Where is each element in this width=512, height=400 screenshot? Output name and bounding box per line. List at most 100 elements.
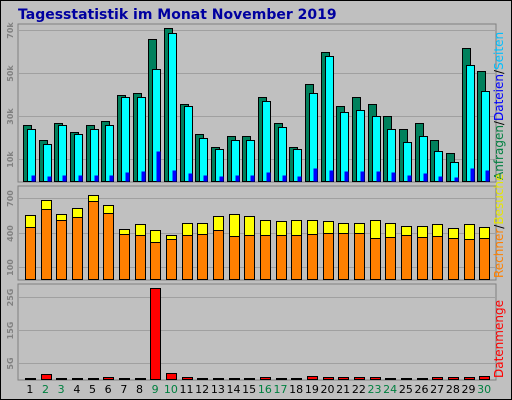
bar-seiten-day-29 — [470, 168, 475, 182]
bar-datenmenge-day-6 — [103, 377, 114, 380]
bar-rechner-day-18 — [291, 235, 302, 280]
bar-dateien-day-15 — [246, 140, 255, 182]
bar-rechner-day-21 — [338, 233, 349, 280]
bar-dateien-day-7 — [121, 97, 130, 182]
bar-rechner-day-6 — [103, 213, 114, 280]
x-tick-label: 8 — [136, 383, 143, 396]
bar-seiten-day-13 — [219, 176, 224, 182]
bar-datenmenge-day-9 — [150, 288, 161, 380]
x-tick-label: 18 — [289, 383, 303, 396]
panel-1-legend-label: Anfragen/Dateien/Seiten — [492, 32, 506, 180]
x-tick-label: 10 — [164, 383, 178, 396]
bar-datenmenge-day-19 — [307, 376, 318, 380]
bar-rechner-day-28 — [448, 238, 459, 280]
bar-datenmenge-day-12 — [197, 378, 208, 380]
x-tick-label: 12 — [195, 383, 209, 396]
legend-part: / — [492, 69, 506, 74]
bar-rechner-day-26 — [417, 237, 428, 280]
series-seiten — [31, 151, 490, 182]
bar-datenmenge-day-22 — [354, 377, 365, 380]
y-tick-label: 400 — [6, 225, 15, 242]
bar-dateien-day-12 — [199, 138, 208, 182]
legend-part: Besuche — [492, 174, 506, 225]
bar-seiten-day-17 — [282, 175, 287, 182]
x-tick-label: 11 — [180, 383, 194, 396]
bar-datenmenge-day-15 — [244, 378, 255, 380]
series-datenmenge — [25, 288, 490, 380]
bar-rechner-day-4 — [72, 217, 83, 280]
x-tick-label: 7 — [120, 383, 127, 396]
x-tick-label: 16 — [258, 383, 272, 396]
bar-datenmenge-day-23 — [370, 377, 381, 380]
bar-datenmenge-day-28 — [448, 377, 459, 380]
bar-seiten-day-5 — [94, 175, 99, 182]
bar-dateien-day-1 — [27, 129, 36, 182]
bar-datenmenge-day-24 — [385, 378, 396, 380]
x-tick-label: 4 — [73, 383, 80, 396]
bar-datenmenge-day-18 — [291, 378, 302, 380]
series-rechner — [25, 201, 490, 280]
bar-seiten-day-6 — [109, 175, 114, 182]
bar-dateien-day-30 — [481, 91, 490, 182]
bar-rechner-day-29 — [464, 239, 475, 280]
bar-dateien-day-8 — [137, 97, 146, 182]
bar-datenmenge-day-17 — [276, 378, 287, 380]
bar-dateien-day-20 — [325, 56, 334, 182]
bar-seiten-day-19 — [313, 168, 318, 182]
bar-rechner-day-13 — [213, 230, 224, 280]
bar-datenmenge-day-27 — [432, 377, 443, 380]
bar-datenmenge-day-10 — [166, 373, 177, 380]
bar-rechner-day-1 — [25, 227, 36, 280]
bar-dateien-day-4 — [74, 134, 83, 182]
bar-dateien-day-11 — [184, 106, 193, 182]
panel-frame — [17, 283, 497, 381]
bar-seiten-day-21 — [344, 171, 349, 182]
bar-seiten-day-9 — [156, 151, 161, 182]
bar-rechner-day-3 — [56, 220, 67, 280]
bar-seiten-day-10 — [172, 170, 177, 182]
bar-seiten-day-24 — [391, 172, 396, 182]
bar-seiten-day-14 — [235, 175, 240, 182]
bar-datenmenge-day-13 — [213, 378, 224, 380]
x-tick-label: 20 — [321, 383, 335, 396]
bar-seiten-day-8 — [141, 171, 146, 182]
bar-rechner-day-14 — [229, 236, 240, 280]
bar-datenmenge-day-8 — [135, 378, 146, 380]
x-tick-label: 14 — [227, 383, 241, 396]
bar-datenmenge-day-16 — [260, 377, 271, 380]
bar-rechner-day-8 — [135, 235, 146, 280]
bar-rechner-day-20 — [323, 233, 334, 280]
bar-rechner-day-16 — [260, 235, 271, 280]
bar-seiten-day-26 — [423, 173, 428, 182]
bar-dateien-day-14 — [231, 140, 240, 182]
x-tick-label: 21 — [336, 383, 350, 396]
bar-datenmenge-day-1 — [25, 378, 36, 380]
bar-dateien-day-5 — [90, 129, 99, 182]
bar-seiten-day-27 — [438, 176, 443, 182]
x-tick-label: 24 — [383, 383, 397, 396]
x-tick-label: 27 — [430, 383, 444, 396]
x-tick-label: 28 — [446, 383, 460, 396]
bar-rechner-day-23 — [370, 238, 381, 280]
bar-seiten-day-2 — [47, 176, 52, 182]
y-tick-label: 700 — [6, 190, 15, 207]
x-tick-label: 9 — [152, 383, 159, 396]
chart-panel-2: 100 400 700 Rechner/Besuche — [6, 174, 506, 281]
y-tick-label: 25G — [6, 289, 15, 307]
x-tick-label: 29 — [462, 383, 476, 396]
bar-dateien-day-22 — [356, 110, 365, 182]
bar-seiten-day-7 — [125, 172, 130, 182]
bar-seiten-day-15 — [250, 175, 255, 182]
bar-rechner-day-27 — [432, 236, 443, 280]
bar-rechner-day-5 — [88, 201, 99, 280]
legend-part: / — [492, 120, 506, 125]
bar-seiten-day-30 — [485, 170, 490, 182]
x-tick-label: 5 — [89, 383, 96, 396]
bar-rechner-day-7 — [119, 234, 130, 280]
bar-datenmenge-day-4 — [72, 378, 83, 380]
bar-dateien-day-16 — [262, 101, 271, 182]
y-tick-label: 100 — [6, 259, 15, 276]
bar-rechner-day-30 — [479, 238, 490, 280]
chart-title: Tagesstatistik im Monat November 2019 — [18, 7, 337, 23]
x-tick-label: 1 — [26, 383, 33, 396]
